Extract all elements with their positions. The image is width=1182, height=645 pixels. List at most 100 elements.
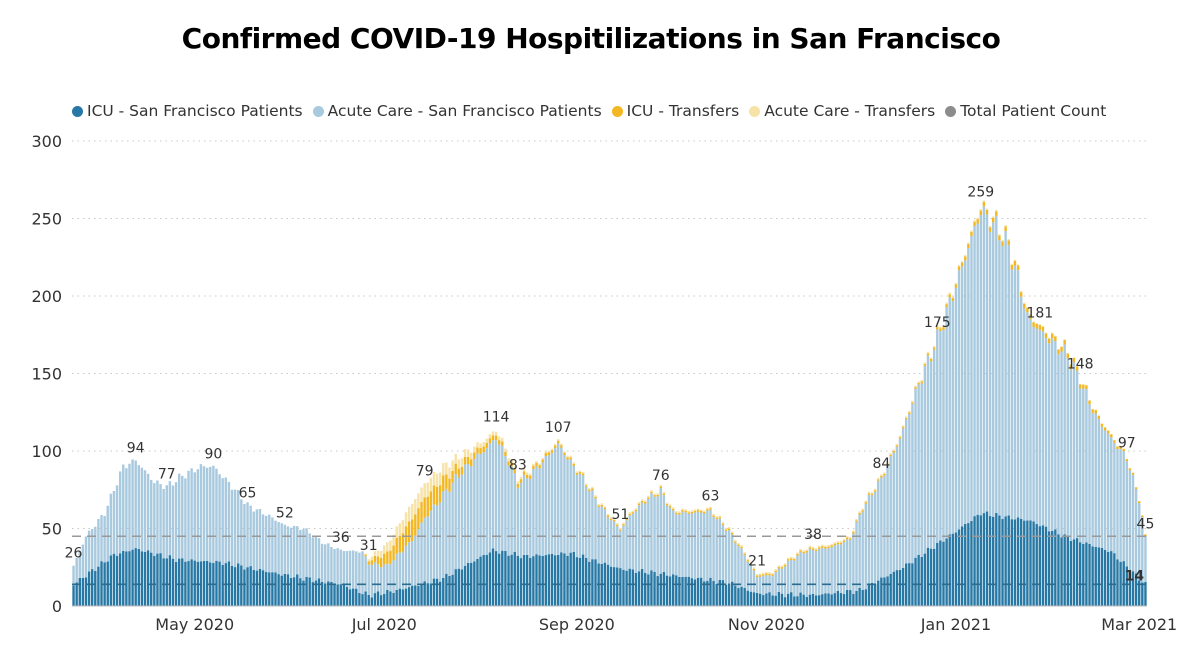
bar-acute-transfer[interactable] xyxy=(1082,384,1085,385)
bar-acute-transfer[interactable] xyxy=(479,443,482,449)
bar-acute-transfer[interactable] xyxy=(373,551,377,556)
bar-acute-sf[interactable] xyxy=(737,546,740,589)
bar-icu-transfer[interactable] xyxy=(749,563,753,565)
bar-icu-transfer[interactable] xyxy=(877,479,880,481)
bar-acute-transfer[interactable] xyxy=(432,472,436,486)
bar-icu-sf[interactable] xyxy=(939,540,942,606)
bar-acute-transfer[interactable] xyxy=(634,508,638,510)
bar-acute-sf[interactable] xyxy=(1069,369,1073,541)
bar-acute-transfer[interactable] xyxy=(942,325,945,328)
bar-icu-sf[interactable] xyxy=(330,581,333,606)
bar-icu-sf[interactable] xyxy=(979,515,982,606)
bar-acute-sf[interactable] xyxy=(547,455,551,555)
bar-acute-transfer[interactable] xyxy=(880,474,883,476)
bar-icu-sf[interactable] xyxy=(1051,531,1054,606)
bar-acute-transfer[interactable] xyxy=(988,225,992,228)
bar-acute-transfer[interactable] xyxy=(1038,324,1042,326)
bar-acute-sf[interactable] xyxy=(827,548,830,594)
bar-acute-sf[interactable] xyxy=(277,522,280,575)
bar-acute-sf[interactable] xyxy=(693,512,697,580)
bar-acute-sf[interactable] xyxy=(364,556,367,592)
bar-icu-transfer[interactable] xyxy=(625,518,628,521)
bar-acute-transfer[interactable] xyxy=(488,434,492,439)
bar-icu-sf[interactable] xyxy=(401,589,405,606)
bar-acute-transfer[interactable] xyxy=(1100,423,1104,424)
bar-acute-sf[interactable] xyxy=(852,533,855,594)
bar-acute-sf[interactable] xyxy=(258,508,262,569)
bar-icu-sf[interactable] xyxy=(864,589,868,606)
bar-icu-sf[interactable] xyxy=(100,561,103,606)
bar-icu-sf[interactable] xyxy=(665,575,669,606)
bar-acute-sf[interactable] xyxy=(286,526,290,575)
bar-acute-sf[interactable] xyxy=(150,479,153,553)
bar-icu-sf[interactable] xyxy=(1085,542,1088,606)
bar-acute-transfer[interactable] xyxy=(687,510,690,513)
bar-acute-sf[interactable] xyxy=(715,519,718,584)
bar-icu-sf[interactable] xyxy=(1057,534,1060,606)
bar-icu-sf[interactable] xyxy=(1069,540,1073,606)
bar-icu-transfer[interactable] xyxy=(656,494,659,497)
bar-acute-sf[interactable] xyxy=(855,521,858,591)
bar-icu-transfer[interactable] xyxy=(470,459,473,467)
bar-icu-sf[interactable] xyxy=(153,555,156,606)
bar-icu-sf[interactable] xyxy=(386,589,389,606)
bar-icu-sf[interactable] xyxy=(824,593,827,606)
bar-acute-transfer[interactable] xyxy=(814,548,818,550)
bar-acute-sf[interactable] xyxy=(196,469,200,562)
bar-icu-sf[interactable] xyxy=(308,577,311,607)
bar-acute-transfer[interactable] xyxy=(420,487,423,503)
bar-acute-sf[interactable] xyxy=(1082,388,1085,544)
bar-icu-sf[interactable] xyxy=(616,567,619,606)
bar-icu-sf[interactable] xyxy=(622,569,625,606)
bar-icu-transfer[interactable] xyxy=(911,402,914,404)
bar-icu-sf[interactable] xyxy=(367,594,370,606)
bar-icu-transfer[interactable] xyxy=(790,558,793,560)
bar-icu-sf[interactable] xyxy=(289,577,293,606)
bar-icu-transfer[interactable] xyxy=(1004,226,1007,232)
bar-acute-transfer[interactable] xyxy=(746,558,749,561)
bar-icu-sf[interactable] xyxy=(1072,539,1076,606)
bar-acute-transfer[interactable] xyxy=(808,545,812,548)
bar-acute-sf[interactable] xyxy=(296,526,299,575)
bar-acute-transfer[interactable] xyxy=(737,543,740,545)
bar-acute-sf[interactable] xyxy=(1138,503,1141,581)
bar-acute-sf[interactable] xyxy=(575,474,579,558)
bar-icu-transfer[interactable] xyxy=(463,456,467,465)
bar-icu-transfer[interactable] xyxy=(774,570,777,573)
bar-acute-transfer[interactable] xyxy=(690,510,694,512)
bar-icu-transfer[interactable] xyxy=(541,459,544,463)
bar-acute-transfer[interactable] xyxy=(451,460,454,471)
bar-icu-transfer[interactable] xyxy=(1134,487,1138,489)
bar-acute-transfer[interactable] xyxy=(1113,439,1116,441)
bar-icu-sf[interactable] xyxy=(1138,580,1141,606)
bar-icu-sf[interactable] xyxy=(1103,549,1107,606)
bar-acute-sf[interactable] xyxy=(581,475,585,555)
bar-icu-sf[interactable] xyxy=(839,593,843,606)
bar-icu-transfer[interactable] xyxy=(1060,346,1063,352)
bar-acute-transfer[interactable] xyxy=(1075,365,1079,367)
bar-icu-sf[interactable] xyxy=(84,577,88,606)
bar-acute-transfer[interactable] xyxy=(982,200,986,202)
bar-icu-sf[interactable] xyxy=(594,559,597,606)
bar-acute-transfer[interactable] xyxy=(544,451,548,454)
bar-acute-transfer[interactable] xyxy=(920,380,923,382)
bar-icu-transfer[interactable] xyxy=(640,500,644,503)
bar-icu-sf[interactable] xyxy=(768,592,771,606)
bar-icu-sf[interactable] xyxy=(833,593,836,606)
bar-icu-sf[interactable] xyxy=(280,575,283,606)
bar-icu-transfer[interactable] xyxy=(1044,333,1048,339)
bar-icu-sf[interactable] xyxy=(960,526,964,606)
bar-icu-transfer[interactable] xyxy=(671,508,675,511)
bar-icu-sf[interactable] xyxy=(880,577,883,606)
bar-icu-transfer[interactable] xyxy=(1010,264,1014,270)
bar-acute-sf[interactable] xyxy=(712,516,715,581)
bar-acute-sf[interactable] xyxy=(94,526,97,571)
bar-acute-sf[interactable] xyxy=(886,465,889,577)
bar-icu-sf[interactable] xyxy=(1125,566,1129,606)
bar-icu-transfer[interactable] xyxy=(684,510,687,513)
bar-icu-transfer[interactable] xyxy=(852,531,855,534)
bar-acute-sf[interactable] xyxy=(709,509,712,578)
bar-acute-transfer[interactable] xyxy=(411,503,414,520)
bar-acute-sf[interactable] xyxy=(497,444,501,554)
bar-acute-sf[interactable] xyxy=(494,440,498,552)
